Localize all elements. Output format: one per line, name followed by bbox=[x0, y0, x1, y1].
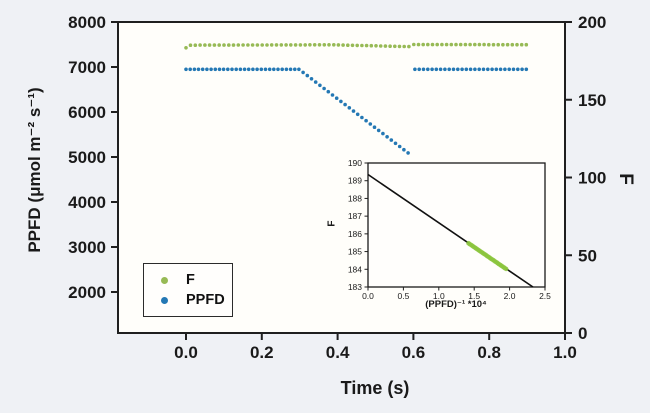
inset-x-axis-title: (PPFD)⁻¹ *10⁴ bbox=[425, 299, 487, 310]
svg-text:187: 187 bbox=[348, 211, 362, 221]
legend-label-f: F bbox=[186, 272, 195, 288]
svg-text:189: 189 bbox=[348, 176, 362, 186]
legend-marker-ppfd bbox=[161, 296, 168, 304]
svg-text:1.5: 1.5 bbox=[468, 291, 480, 301]
legend: F PPFD bbox=[143, 263, 233, 317]
svg-text:2.0: 2.0 bbox=[504, 291, 516, 301]
svg-text:0.6: 0.6 bbox=[402, 343, 426, 362]
legend-entry-ppfd: PPFD bbox=[161, 292, 232, 309]
legend-entry-f: F bbox=[161, 272, 232, 289]
svg-text:50: 50 bbox=[578, 246, 597, 265]
svg-text:0.2: 0.2 bbox=[250, 343, 274, 362]
svg-text:184: 184 bbox=[348, 264, 362, 274]
svg-text:6000: 6000 bbox=[68, 103, 106, 122]
main-axis-ticks: 2000 3000 4000 5000 6000 7000 8000 0 50 100 150 200… bbox=[68, 13, 606, 362]
svg-text:185: 185 bbox=[348, 247, 362, 257]
svg-text:0.0: 0.0 bbox=[362, 291, 374, 301]
series-f bbox=[184, 42, 529, 50]
series-ppfd bbox=[184, 67, 529, 155]
legend-label-ppfd: PPFD bbox=[186, 292, 225, 308]
svg-text:188: 188 bbox=[348, 193, 362, 203]
left-y-axis-title: PPFD (μmol m⁻² s⁻¹) bbox=[25, 87, 44, 253]
svg-text:100: 100 bbox=[578, 169, 606, 188]
inset-plot: 183 184 185 186 187 188 189 190 0.0 0.5 1.0 1.5 2.0 2… bbox=[348, 158, 551, 301]
legend-marker-f bbox=[161, 276, 168, 284]
svg-text:186: 186 bbox=[348, 229, 362, 239]
svg-text:4000: 4000 bbox=[68, 193, 106, 212]
svg-text:150: 150 bbox=[578, 91, 606, 110]
inset-scatter-cluster bbox=[466, 240, 509, 272]
right-y-axis-title: F bbox=[615, 173, 636, 185]
svg-text:8000: 8000 bbox=[68, 13, 106, 32]
svg-text:7000: 7000 bbox=[68, 58, 106, 77]
svg-text:0.0: 0.0 bbox=[174, 343, 198, 362]
svg-text:0.5: 0.5 bbox=[397, 291, 409, 301]
svg-text:0.8: 0.8 bbox=[477, 343, 501, 362]
svg-text:2.5: 2.5 bbox=[539, 291, 551, 301]
svg-text:190: 190 bbox=[348, 158, 362, 168]
svg-text:0: 0 bbox=[578, 324, 587, 343]
svg-text:2000: 2000 bbox=[68, 283, 106, 302]
svg-text:183: 183 bbox=[348, 282, 362, 292]
svg-text:3000: 3000 bbox=[68, 238, 106, 257]
svg-text:0.4: 0.4 bbox=[326, 343, 350, 362]
x-axis-title: Time (s) bbox=[340, 378, 410, 398]
svg-text:5000: 5000 bbox=[68, 148, 106, 167]
svg-text:1.0: 1.0 bbox=[433, 291, 445, 301]
svg-text:200: 200 bbox=[578, 13, 606, 32]
svg-text:1.0: 1.0 bbox=[553, 343, 577, 362]
inset-y-axis-title: F bbox=[326, 220, 338, 227]
